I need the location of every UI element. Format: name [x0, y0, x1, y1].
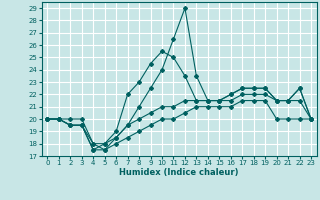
X-axis label: Humidex (Indice chaleur): Humidex (Indice chaleur): [119, 168, 239, 177]
